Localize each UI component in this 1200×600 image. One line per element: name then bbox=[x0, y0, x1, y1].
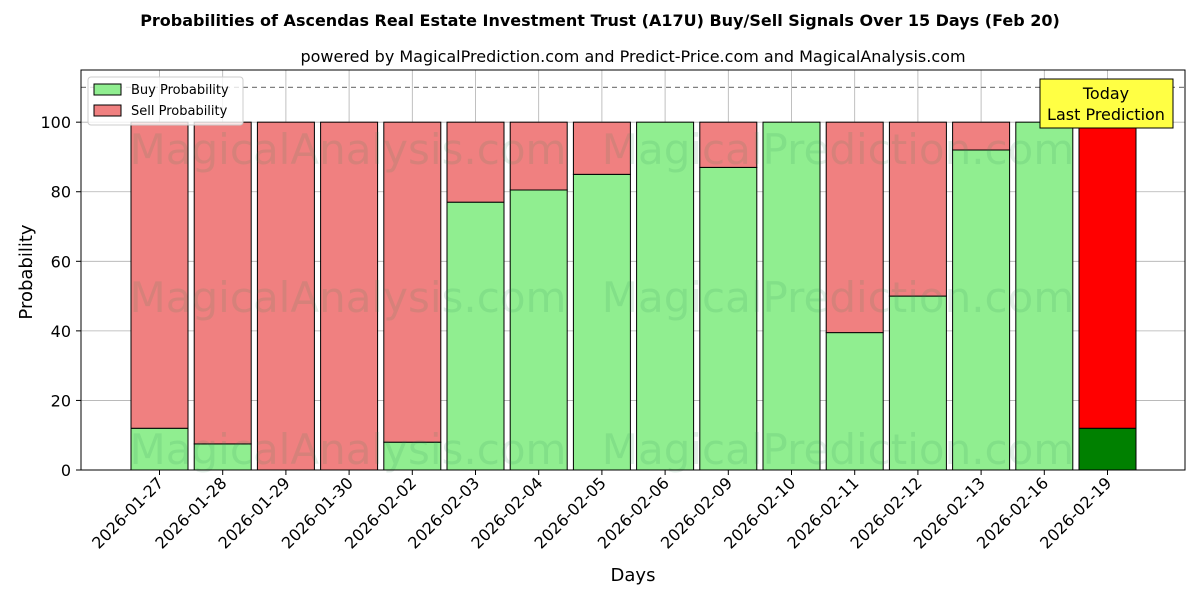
y-axis-label: Probability bbox=[16, 224, 37, 319]
legend-label: Buy Probability bbox=[131, 83, 229, 98]
sell-bar bbox=[952, 121, 1011, 151]
plot-frame bbox=[80, 69, 1186, 471]
buy-bar bbox=[636, 121, 695, 471]
watermark-text: MagicalPrediction.com bbox=[602, 425, 1075, 474]
sell-bar bbox=[572, 121, 631, 175]
sell-bar bbox=[256, 121, 315, 471]
buy-bar bbox=[888, 295, 947, 471]
y-tick-label: 100 bbox=[40, 113, 71, 132]
buy-bar bbox=[952, 149, 1011, 471]
sell-bar bbox=[320, 121, 379, 471]
buy-bar bbox=[572, 173, 631, 471]
x-axis-label: Days bbox=[611, 565, 656, 586]
watermarks: MagicalAnalysis.com MagicalPrediction.com… bbox=[130, 125, 1075, 474]
y-tick-label: 80 bbox=[51, 183, 71, 202]
bars bbox=[130, 121, 1137, 471]
y-tick-label: 0 bbox=[61, 461, 71, 480]
legend-box bbox=[87, 76, 244, 126]
sell-bar bbox=[699, 121, 758, 168]
buy-bar bbox=[699, 166, 758, 471]
watermark-text: MagicalPrediction.com bbox=[602, 125, 1075, 174]
last-prediction-label: Last Prediction bbox=[1047, 105, 1165, 124]
y-tick-label: 60 bbox=[51, 252, 71, 271]
watermark-text: MagicalAnalysis.com bbox=[130, 273, 567, 322]
today-annotation: Today Last Prediction bbox=[1039, 78, 1174, 129]
y-tick-label: 20 bbox=[51, 391, 71, 410]
legend-swatch bbox=[93, 83, 122, 96]
watermark-text: MagicalAnalysis.com bbox=[130, 125, 567, 174]
watermark-text: MagicalPrediction.com bbox=[602, 273, 1075, 322]
y-tick-label: 40 bbox=[51, 322, 71, 341]
chart-title: Probabilities of Ascendas Real Estate In… bbox=[140, 11, 1060, 30]
buy-bar bbox=[762, 121, 821, 471]
sell-bar bbox=[383, 121, 442, 443]
sell-bar bbox=[1078, 121, 1137, 429]
sell-bar bbox=[446, 121, 505, 203]
watermark-text: MagicalAnalysis.com bbox=[130, 425, 567, 474]
buy-bar bbox=[825, 332, 884, 471]
legend: Buy Probability Sell Probability bbox=[87, 76, 244, 126]
sell-bar bbox=[130, 121, 189, 429]
buy-bar bbox=[1078, 427, 1137, 471]
sell-bar bbox=[888, 121, 947, 297]
sell-bar bbox=[825, 121, 884, 334]
buy-bar bbox=[446, 201, 505, 471]
buy-bar bbox=[1015, 121, 1074, 471]
today-box bbox=[1039, 78, 1174, 129]
sell-bar bbox=[509, 121, 568, 191]
legend-label: Sell Probability bbox=[131, 104, 228, 119]
today-label: Today bbox=[1082, 84, 1129, 103]
legend-swatch bbox=[93, 104, 122, 117]
buy-bar bbox=[509, 189, 568, 471]
chart-subtitle: powered by MagicalPrediction.com and Pre… bbox=[300, 47, 965, 66]
